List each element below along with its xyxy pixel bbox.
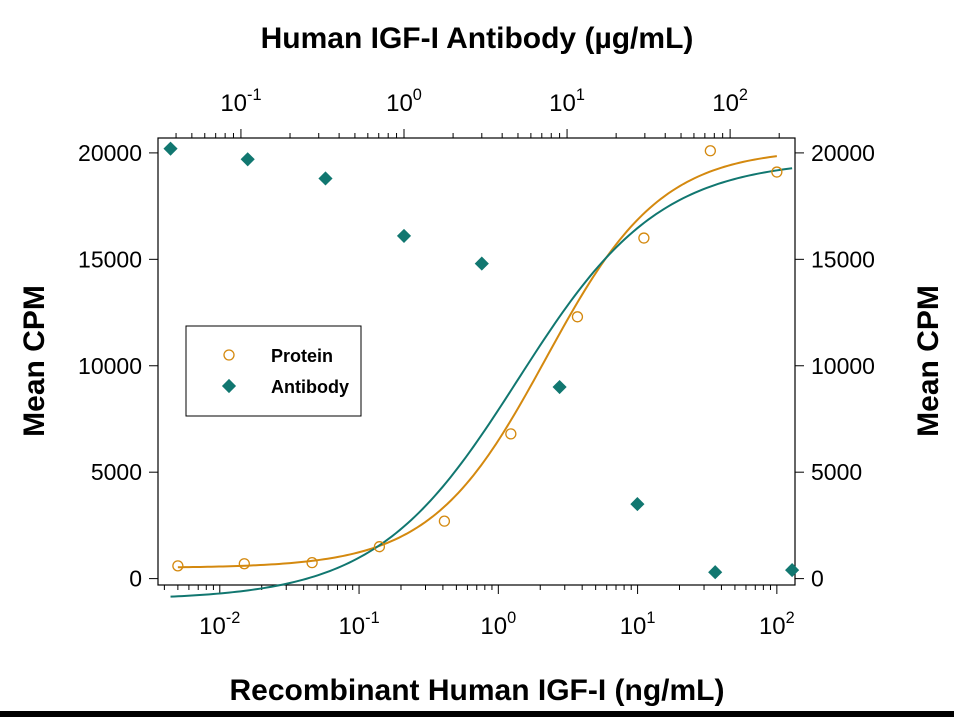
y-left-tick-label: 0 — [129, 566, 142, 592]
protein-data-point — [771, 166, 783, 178]
x-tick-label: 10-1 — [338, 609, 379, 640]
y-right-tick-label: 5000 — [811, 459, 862, 485]
y-left-tick-label: 20000 — [78, 140, 142, 166]
legend: Protein Antibody — [185, 325, 362, 417]
top-tick-label: 10-1 — [220, 86, 261, 117]
x-tick-label: 101 — [620, 609, 656, 640]
antibody-data-point — [630, 497, 645, 512]
x-tick-label: 100 — [480, 609, 516, 640]
legend-protein-label: Protein — [271, 346, 333, 366]
protein-data-point — [306, 557, 318, 569]
top-tick-label: 100 — [386, 86, 422, 117]
axes: 10-2 10-1 100 101 102 10-1 100 101 102 0 0 5000 5000… — [78, 86, 875, 640]
antibody-data-point — [318, 171, 333, 186]
antibody-data-point — [708, 565, 723, 580]
antibody-fit-curve — [170, 167, 793, 598]
protein-data-point — [172, 560, 184, 572]
protein-data-point — [638, 232, 650, 244]
x-tick-label: 102 — [759, 609, 795, 640]
antibody-data-point — [240, 152, 255, 167]
protein-data-point — [238, 558, 250, 570]
bottom-rule — [0, 711, 954, 717]
y-axis-title-left: Mean CPM — [18, 285, 51, 437]
plot-area — [163, 141, 800, 598]
legend-antibody-marker — [221, 378, 237, 394]
y-axis-title-right: Mean CPM — [912, 285, 945, 437]
x-tick-label: 10-2 — [199, 609, 240, 640]
legend-antibody-label: Antibody — [271, 377, 349, 397]
protein-data-point — [505, 428, 517, 440]
y-right-tick-label: 20000 — [811, 140, 875, 166]
protein-data-point — [438, 515, 451, 527]
y-right-tick-label: 10000 — [811, 353, 875, 379]
y-left-tick-label: 15000 — [78, 246, 142, 272]
y-left-tick-label: 10000 — [78, 353, 142, 379]
protein-data-point — [704, 145, 716, 157]
top-tick-label: 102 — [712, 86, 748, 117]
y-right-tick-label: 15000 — [811, 246, 875, 272]
top-axis-title: Human IGF-I Antibody (µg/mL) — [261, 22, 694, 55]
antibody-data-point — [785, 563, 800, 578]
antibody-data-point — [474, 256, 489, 271]
x-axis-title: Recombinant Human IGF-I (ng/mL) — [230, 674, 725, 707]
antibody-data-point — [163, 141, 178, 156]
legend-protein-marker — [223, 349, 235, 361]
y-right-tick-label: 0 — [811, 566, 824, 592]
legend-box — [185, 325, 362, 417]
protein-data-point — [373, 541, 386, 553]
y-left-tick-label: 5000 — [91, 459, 142, 485]
antibody-data-point — [396, 228, 412, 243]
top-tick-label: 101 — [549, 86, 585, 117]
protein-data-point — [571, 311, 584, 323]
protein-fit-curve — [177, 155, 777, 569]
antibody-data-point — [552, 379, 567, 395]
